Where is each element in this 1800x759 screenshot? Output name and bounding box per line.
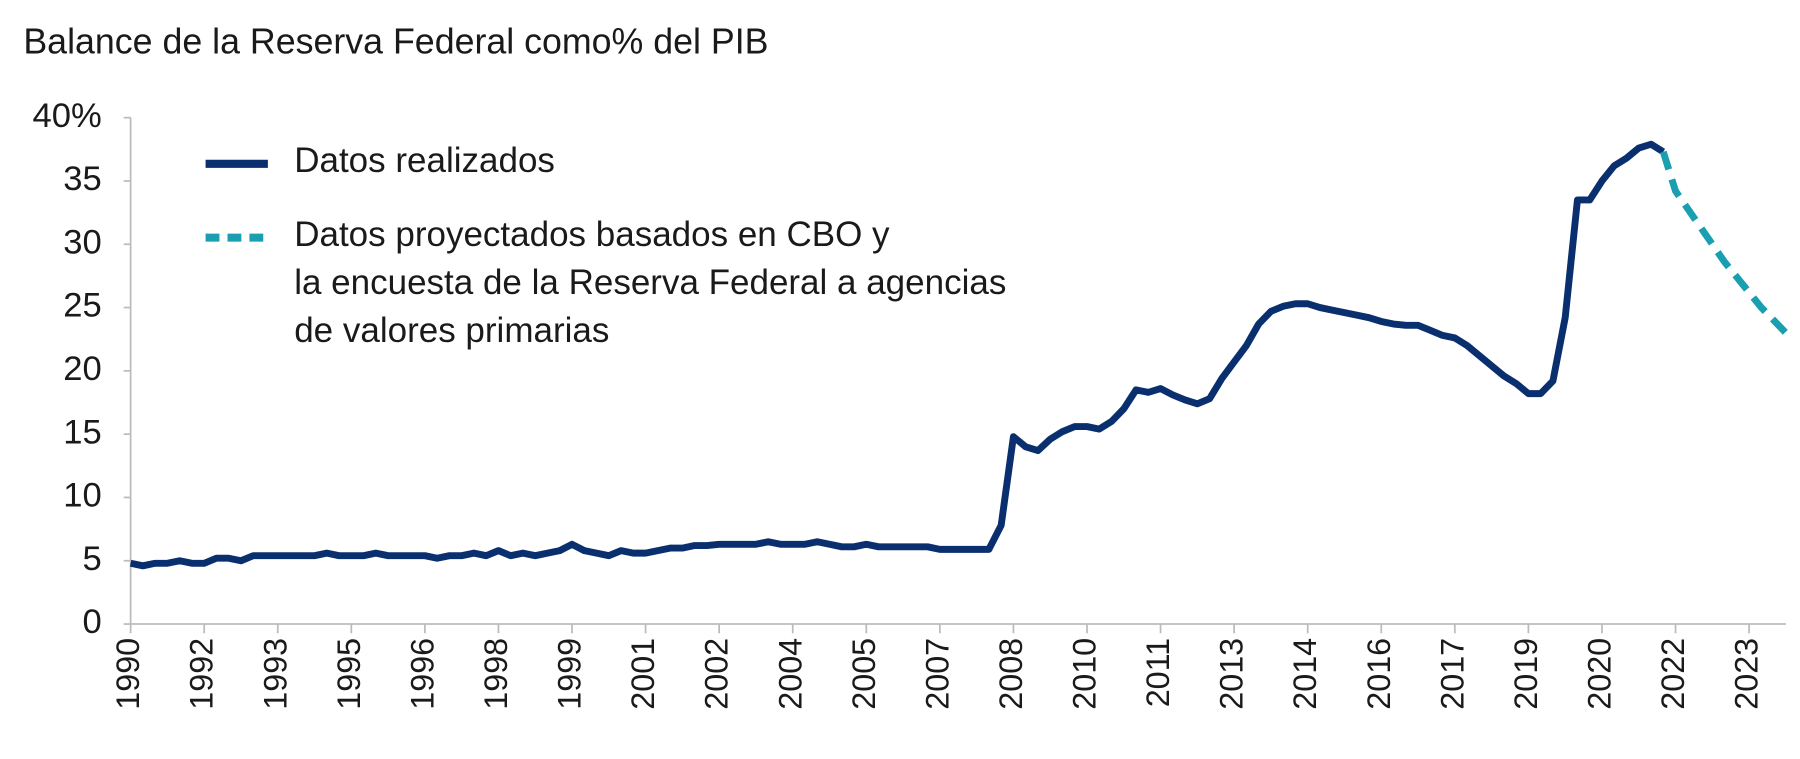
x-tick-label: 1996 — [404, 638, 440, 710]
y-tick-label: 30 — [63, 223, 101, 261]
x-tick-label: 1992 — [184, 638, 220, 710]
y-tick-label: 0 — [83, 603, 102, 641]
x-tick-label: 1999 — [552, 638, 588, 710]
x-tick-label: 2023 — [1729, 638, 1765, 710]
chart-title: Balance de la Reserva Federal como% del … — [23, 21, 768, 61]
y-tick-label: 15 — [63, 413, 101, 451]
x-tick-label: 2008 — [993, 638, 1029, 710]
x-tick-label: 2010 — [1067, 638, 1103, 710]
legend-label: Datos proyectados basados en CBO y la en… — [294, 214, 1007, 350]
x-tick-label: 1995 — [331, 638, 367, 710]
y-tick-label: 10 — [63, 477, 101, 515]
x-tick-label: 1998 — [478, 638, 514, 710]
y-tick-label: 20 — [63, 350, 101, 388]
y-tick-label: 25 — [63, 287, 101, 325]
x-tick-label: 2019 — [1508, 638, 1544, 710]
y-tick-label: 5 — [83, 540, 102, 578]
x-tick-label: 2011 — [1140, 638, 1176, 707]
x-tick-label: 2017 — [1434, 638, 1470, 710]
x-tick-label: 2013 — [1214, 638, 1250, 710]
data-line — [1659, 150, 1789, 336]
x-tick-label: 1990 — [110, 638, 146, 710]
x-tick-label: 2001 — [625, 638, 661, 710]
legend-label: Datos realizados — [294, 140, 555, 180]
x-tick-label: 2005 — [846, 638, 882, 710]
y-tick-label: 35 — [63, 160, 101, 198]
data-line — [129, 140, 1666, 570]
y-tick-label: 40% — [33, 97, 102, 135]
x-tick-label: 2020 — [1581, 638, 1617, 710]
x-tick-label: 1993 — [257, 638, 293, 710]
x-tick-label: 2022 — [1655, 638, 1691, 710]
x-tick-label: 2014 — [1287, 638, 1323, 710]
x-tick-label: 2002 — [699, 638, 735, 710]
x-tick-label: 2007 — [919, 638, 955, 710]
x-tick-label: 2016 — [1361, 638, 1397, 710]
x-tick-label: 2004 — [772, 638, 808, 710]
